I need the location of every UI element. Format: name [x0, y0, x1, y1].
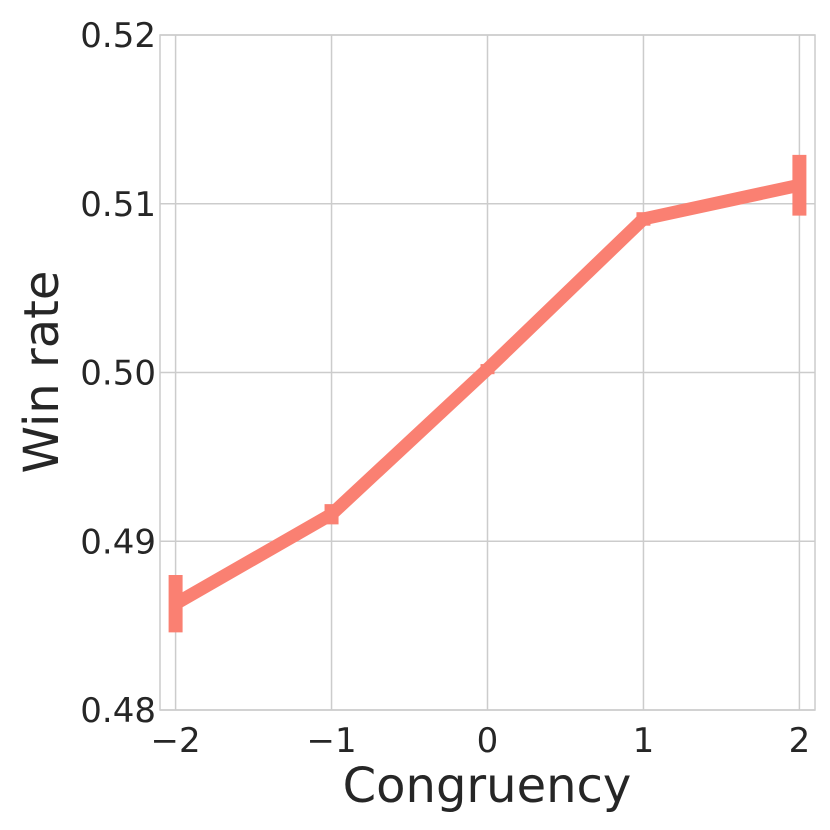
data-point [636, 212, 650, 226]
y-tick-label: 0.48 [80, 691, 156, 731]
data-point [169, 597, 183, 611]
x-tick-labels: −2 −1 0 1 2 [151, 721, 811, 761]
x-tick-label: 2 [789, 721, 811, 761]
y-tick-label: 0.52 [80, 16, 156, 56]
y-tick-labels: 0.48 0.49 0.50 0.51 0.52 [80, 16, 156, 731]
y-axis-label: Win rate [14, 271, 70, 474]
x-tick-label: −1 [306, 721, 356, 761]
data-point [325, 507, 339, 521]
data-point [481, 362, 494, 376]
data-point [792, 178, 806, 192]
y-tick-label: 0.50 [80, 354, 156, 394]
x-tick-label: −2 [151, 721, 201, 761]
y-tick-label: 0.51 [80, 185, 156, 225]
x-axis-label: Congruency [343, 758, 632, 814]
x-tick-label: 0 [477, 721, 499, 761]
series-layer [168, 154, 807, 633]
y-tick-label: 0.49 [80, 522, 156, 562]
x-tick-label: 1 [633, 721, 655, 761]
